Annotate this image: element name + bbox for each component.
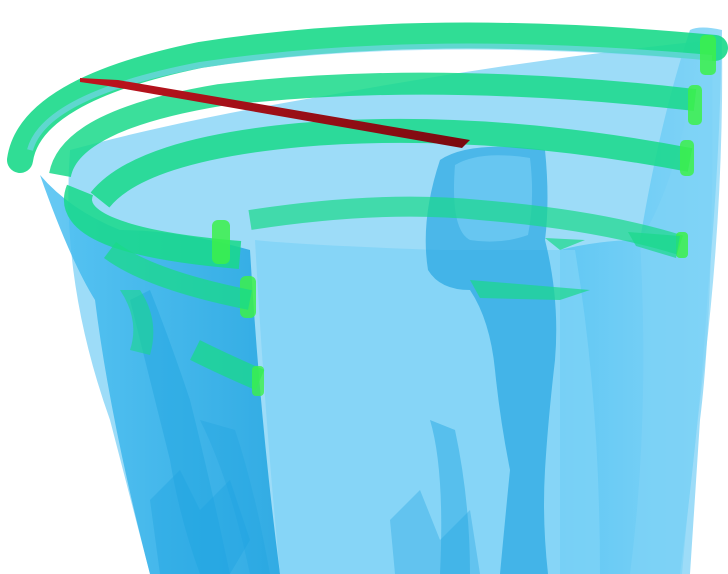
green-fragment-4 [120, 290, 154, 355]
ring-cap-5 [700, 35, 716, 75]
central-column [425, 146, 557, 574]
ring-cap-3 [680, 140, 694, 176]
central-column-highlight [454, 155, 533, 242]
ring-4-inner [248, 196, 683, 255]
bottom-debris-right [390, 490, 480, 574]
ring-cap-1 [212, 220, 230, 264]
ring-cap-7 [252, 366, 264, 396]
ring-4 [64, 184, 242, 269]
green-fragment-3 [628, 232, 680, 258]
ring-3 [90, 118, 693, 208]
red-needle [80, 78, 470, 148]
vessel-crease-left [130, 290, 230, 574]
ring-front-lower [104, 241, 252, 310]
ring-rim [7, 22, 728, 173]
bottom-debris [150, 470, 250, 574]
column-drip [430, 420, 470, 574]
ring-cap-4 [688, 85, 702, 125]
green-fragment-1 [470, 280, 590, 300]
vessel-crease-left-2 [200, 420, 270, 574]
green-fragment-2 [545, 238, 585, 250]
ring-2 [49, 72, 697, 178]
ring-rim-highlight [27, 43, 713, 151]
vessel-body [40, 27, 722, 574]
vessel-right-wall [630, 40, 723, 574]
